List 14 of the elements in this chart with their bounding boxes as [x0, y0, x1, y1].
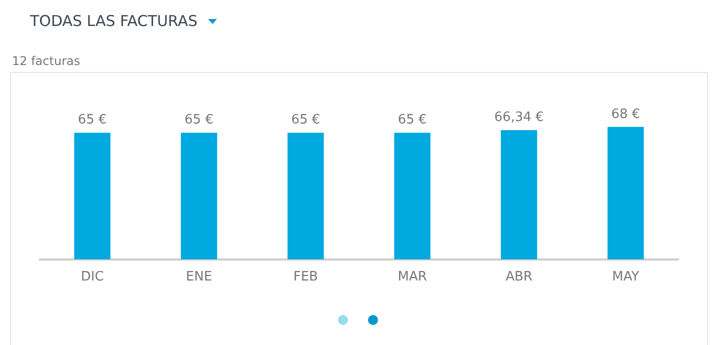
data-label: 65 €	[184, 112, 214, 128]
x-tick-label: MAR	[398, 270, 427, 285]
data-label: 65 €	[398, 112, 427, 128]
chart-subtitle: 12 facturas	[12, 54, 80, 68]
x-tick-label: DIC	[80, 270, 104, 285]
data-label: 68 €	[611, 106, 640, 122]
x-tick-label: FEB	[293, 270, 318, 285]
x-tick-label: ENE	[186, 270, 212, 285]
data-label: 65 €	[78, 112, 107, 128]
x-tick-label: ABR	[506, 270, 532, 285]
data-label: 65 €	[291, 112, 320, 128]
data-label: 66,34 €	[494, 110, 544, 126]
chart-title: TODAS LAS FACTURAS	[30, 12, 198, 30]
x-tick-label: MAY	[612, 270, 640, 285]
